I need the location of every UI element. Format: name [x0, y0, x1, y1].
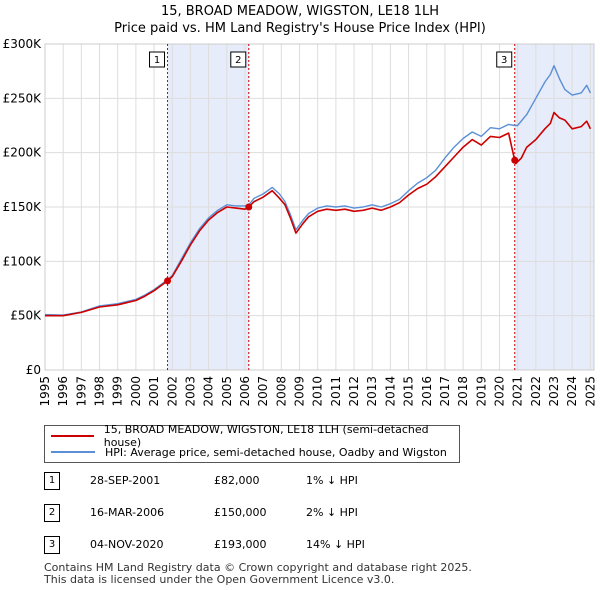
legend-label-hpi: HPI: Average price, semi-detached house,… [105, 445, 447, 459]
x-tick-label: 1996 [56, 376, 70, 407]
legend-swatch-property [51, 435, 94, 437]
x-tick-label: 2011 [329, 376, 343, 407]
y-tick-label: £0 [26, 363, 41, 377]
sale-price: £193,000 [214, 538, 267, 551]
y-tick-label: £150K [3, 200, 43, 214]
sale-badge-box [149, 51, 166, 68]
chart-title: 15, BROAD MEADOW, WIGSTON, LE18 1LH [160, 4, 440, 19]
x-tick-label: 2015 [402, 376, 416, 407]
sale-row: 2 16-MAR-2006 £150,000 2% ↓ HPI [0, 504, 600, 524]
sale-badge-label: 2 [235, 55, 241, 66]
x-tick-label: 2007 [256, 376, 270, 407]
legend-item-hpi: HPI: Average price, semi-detached house,… [51, 444, 447, 460]
x-tick-label: 2009 [293, 376, 307, 407]
x-tick-label: 2004 [202, 376, 216, 407]
footer-copyright: Contains HM Land Registry data © Crown c… [44, 561, 472, 574]
sale-row: 3 04-NOV-2020 £193,000 14% ↓ HPI [0, 536, 600, 556]
plot-area [44, 43, 595, 371]
y-tick-label: £300K [3, 37, 43, 51]
footer-licence: This data is licensed under the Open Gov… [44, 573, 395, 586]
x-tick-label: 2003 [183, 376, 197, 407]
sale-point [164, 277, 172, 285]
x-tick-label: 2013 [365, 376, 379, 407]
x-tick-label: 2008 [274, 376, 288, 407]
sale-date: 04-NOV-2020 [90, 538, 164, 551]
x-tick-label: 2010 [311, 376, 325, 407]
x-tick-label: 1995 [38, 376, 52, 407]
x-tick-label: 2001 [147, 376, 161, 407]
y-tick-label: £200K [3, 146, 43, 160]
sale-price: £150,000 [214, 506, 267, 519]
sale-row: 1 28-SEP-2001 £82,000 1% ↓ HPI [0, 472, 600, 492]
x-tick-label: 2002 [165, 376, 179, 407]
sale-number-badge: 3 [44, 536, 60, 554]
x-tick-label: 1999 [111, 376, 125, 407]
price-chart: £0 £50K £100K £150K £200K £250K £300K 1995 1996 1… [3, 37, 598, 407]
sale-badge-label: 3 [501, 55, 507, 66]
sale-badge-box [230, 51, 247, 68]
x-tick-label: 2012 [347, 376, 361, 407]
property-price-line [45, 111, 592, 317]
y-tick-label: £100K [3, 254, 43, 268]
y-tick-label: £250K [3, 91, 43, 105]
x-tick-label: 1997 [74, 376, 88, 407]
sale-badge-label: 1 [154, 55, 160, 66]
hpi-line [44, 65, 592, 316]
x-tick-label: 2020 [492, 376, 506, 407]
x-tick-label: 2024 [565, 376, 579, 407]
sale-point [245, 203, 253, 211]
x-tick-label: 2019 [474, 376, 488, 407]
legend: 15, BROAD MEADOW, WIGSTON, LE18 1LH (sem… [44, 423, 460, 463]
legend-swatch-hpi [51, 451, 95, 453]
x-tick-label: 2016 [420, 376, 434, 407]
sale-number-badge: 2 [44, 504, 60, 522]
x-tick-label: 2006 [238, 376, 252, 407]
y-tick-label: £50K [10, 309, 42, 323]
sale-point [511, 156, 519, 164]
legend-label-property: 15, BROAD MEADOW, WIGSTON, LE18 1LH (sem… [103, 423, 429, 449]
x-tick-label: 2023 [547, 376, 561, 407]
x-tick-label: 2021 [511, 376, 525, 407]
x-tick-label: 2022 [529, 376, 543, 407]
x-tick-label: 2014 [383, 376, 397, 407]
legend-item-property: 15, BROAD MEADOW, WIGSTON, LE18 1LH (sem… [51, 423, 459, 449]
sale-date: 28-SEP-2001 [90, 474, 161, 487]
sale-date: 16-MAR-2006 [90, 506, 165, 519]
sale-hpi-diff: 2% ↓ HPI [306, 506, 358, 519]
sale-hpi-diff: 1% ↓ HPI [306, 474, 358, 487]
x-tick-label: 2017 [438, 376, 452, 407]
x-tick-label: 1998 [93, 376, 107, 407]
x-tick-label: 2025 [583, 376, 597, 407]
x-tick-label: 2018 [456, 376, 470, 407]
sale-badge-box [496, 51, 513, 68]
sale-number-badge: 1 [44, 472, 60, 490]
chart-subtitle: Price paid vs. HM Land Registry's House … [114, 21, 486, 36]
x-tick-label: 2005 [220, 376, 234, 407]
x-tick-label: 2000 [129, 376, 143, 407]
sale-hpi-diff: 14% ↓ HPI [306, 538, 365, 551]
sale-price: £82,000 [214, 474, 260, 487]
